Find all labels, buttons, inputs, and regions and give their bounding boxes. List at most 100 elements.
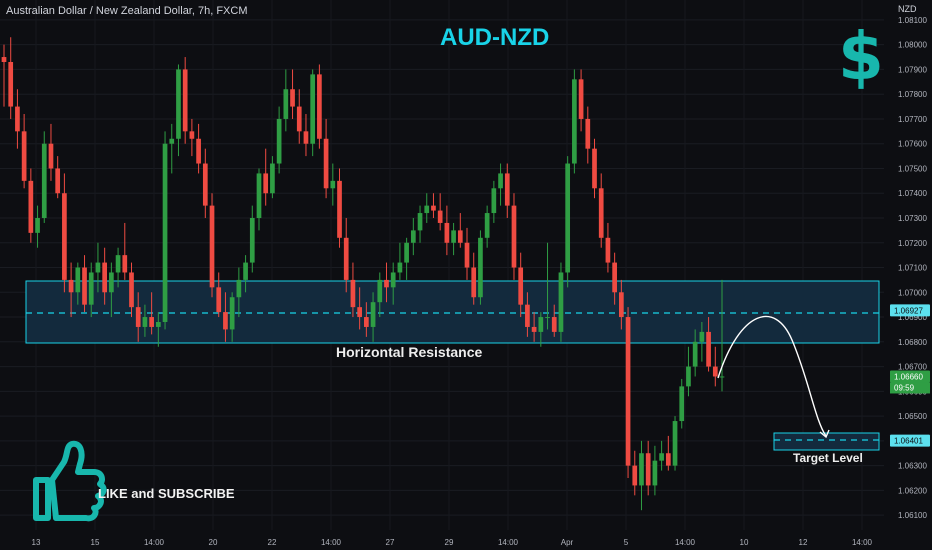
candle-body	[129, 272, 134, 308]
candle-body	[457, 230, 463, 243]
candle-body	[343, 237, 349, 280]
candle-body	[585, 118, 591, 149]
x-tick-label: 14:00	[321, 538, 342, 547]
resistance-price-tag-label: 1.06927	[894, 306, 923, 315]
candle-body	[706, 331, 711, 367]
candle-body	[719, 376, 725, 378]
candles	[1, 37, 725, 511]
y-tick-label: 1.06100	[898, 511, 927, 520]
grid-lines	[0, 0, 884, 530]
chart-title: AUD-NZD	[440, 24, 550, 51]
current-price-tag-label: 1.06660	[894, 372, 923, 381]
x-tick-label: 13	[32, 538, 41, 547]
y-tick-label: 1.07800	[898, 90, 927, 99]
candle-body	[283, 89, 289, 119]
candle-body	[270, 163, 275, 194]
y-tick-label: 1.07100	[898, 264, 927, 273]
candle-body	[109, 272, 114, 293]
candle-body	[578, 79, 584, 119]
target-price-tag	[890, 434, 930, 447]
candle-body	[686, 366, 691, 387]
price-tags: 1.06927 1.06660 09:59 1.06401	[890, 304, 930, 447]
y-tick-label: 1.06900	[898, 313, 927, 322]
current-price-tag	[890, 370, 930, 383]
candle-body	[310, 74, 316, 144]
y-tick-label: 1.06500	[898, 412, 927, 421]
candle-body	[162, 143, 168, 322]
candle-body	[317, 74, 322, 139]
candle-body	[216, 287, 222, 313]
y-tick-label: 1.07300	[898, 214, 927, 223]
candle-body	[525, 304, 530, 327]
candle-body	[290, 89, 295, 107]
candle-body	[330, 180, 336, 189]
y-tick-label: 1.06800	[898, 338, 927, 347]
candle-body	[135, 307, 141, 327]
candle-body	[531, 326, 537, 332]
candle-body	[592, 148, 597, 189]
x-tick-label: 10	[740, 538, 749, 547]
candle-body	[679, 386, 685, 422]
like-subscribe-text: LIKE and SUBSCRIBE	[98, 486, 235, 501]
x-tick-label: 14:00	[675, 538, 696, 547]
target-zone	[773, 432, 880, 451]
candle-body	[223, 312, 228, 330]
candle-body	[625, 317, 631, 466]
y-tick-label: 1.07600	[898, 140, 927, 149]
candle-body	[659, 453, 664, 461]
x-tick-label: 20	[209, 538, 218, 547]
target-price-tag-label: 1.06401	[894, 437, 923, 446]
candle-body	[350, 279, 356, 308]
candle-body	[370, 302, 376, 327]
y-tick-label: 1.06300	[898, 462, 927, 471]
x-tick-label: 27	[386, 538, 395, 547]
candle-body	[437, 210, 443, 223]
candle-body	[48, 143, 54, 169]
candle-body	[605, 237, 611, 263]
candle-body	[176, 69, 181, 139]
candle-body	[424, 205, 430, 214]
candle-body	[202, 163, 208, 206]
candle-body	[545, 317, 550, 319]
candle-body	[189, 131, 195, 139]
candle-body	[35, 218, 40, 233]
candle-body	[276, 118, 282, 164]
candle-body	[62, 193, 67, 280]
candle-body	[364, 317, 369, 327]
candle-body	[68, 279, 74, 293]
candle-body	[551, 317, 557, 332]
candle-body	[323, 138, 329, 189]
candle-body	[122, 255, 128, 273]
candle-body	[15, 106, 20, 132]
x-tick-label: 22	[268, 538, 277, 547]
candle-body	[229, 297, 235, 330]
candle-body	[115, 255, 121, 273]
candle-body	[249, 218, 255, 263]
resistance-zone	[25, 280, 880, 344]
x-tick-label: 12	[799, 538, 808, 547]
x-tick-label: 14:00	[852, 538, 873, 547]
resistance-zone-label: Horizontal Resistance	[336, 344, 483, 360]
candle-body	[142, 317, 148, 327]
candle-body	[155, 322, 161, 327]
candle-body	[102, 262, 108, 293]
candle-body	[209, 205, 215, 288]
candle-body	[410, 230, 416, 243]
candle-body	[672, 421, 678, 466]
candle-body	[491, 188, 497, 214]
candle-body	[632, 465, 638, 486]
candle-body	[243, 262, 248, 280]
candle-body	[149, 317, 154, 327]
candle-body	[471, 267, 477, 298]
candle-body	[645, 453, 651, 486]
candle-body	[377, 279, 383, 303]
candle-body	[565, 163, 571, 273]
candle-body	[639, 453, 644, 486]
projection-arrow	[717, 315, 827, 437]
candle-body	[296, 106, 302, 132]
candle-body	[511, 205, 517, 268]
candle-body	[417, 213, 423, 231]
x-tick-label: 14:00	[498, 538, 519, 547]
candle-body	[431, 205, 436, 211]
